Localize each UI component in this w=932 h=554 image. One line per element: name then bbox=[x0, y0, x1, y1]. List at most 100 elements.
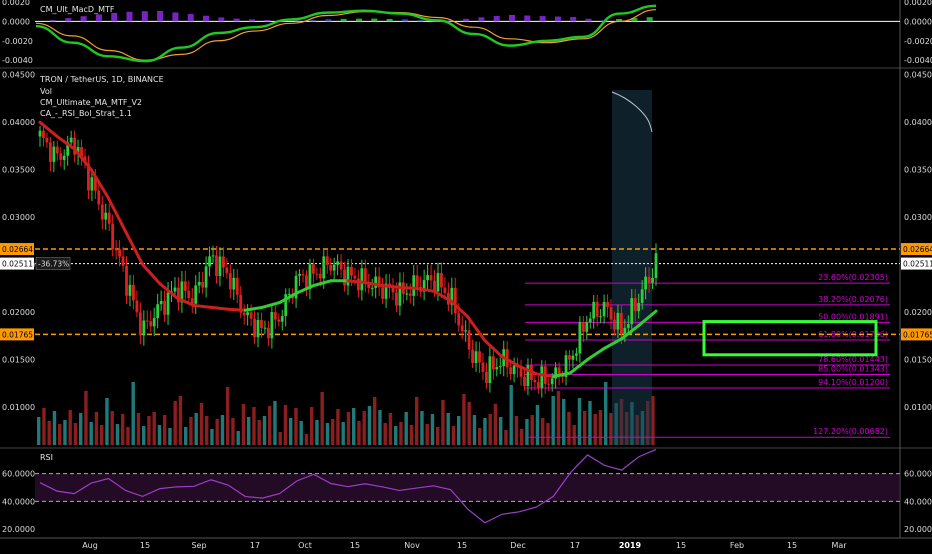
volume-bar bbox=[583, 411, 587, 445]
volume-bar bbox=[184, 427, 188, 445]
moving-average-segment bbox=[175, 296, 196, 307]
volume-bar bbox=[415, 397, 419, 445]
indicator-legend-item: CM_Ultimate_MA_MTF_V2 bbox=[40, 98, 142, 107]
macd-histogram-bar bbox=[157, 10, 164, 22]
volume-bar bbox=[115, 424, 120, 445]
candle-body bbox=[97, 190, 101, 205]
candle-body bbox=[509, 367, 513, 375]
macd-histogram-bar bbox=[463, 18, 470, 22]
candle-body bbox=[222, 256, 225, 268]
candle-body bbox=[256, 319, 260, 338]
candle-body bbox=[87, 163, 90, 191]
macd-histogram-bar bbox=[401, 19, 408, 22]
candle-body bbox=[246, 312, 250, 316]
candle-body bbox=[159, 301, 163, 305]
price-right-tick: 0.03500 bbox=[904, 166, 932, 175]
macd-left-tick: -0.0020 bbox=[2, 37, 33, 46]
macd-left-tick: 0.0000 bbox=[2, 17, 30, 26]
moving-average-segment bbox=[89, 168, 110, 200]
volume-bar bbox=[572, 425, 576, 445]
volume-bar bbox=[367, 406, 372, 445]
macd-histogram-bar bbox=[356, 18, 362, 22]
volume-bar bbox=[341, 422, 345, 445]
macd-histogram-bar bbox=[616, 19, 623, 22]
price-left-label: 0.02511 bbox=[2, 260, 33, 269]
moving-average-segment bbox=[38, 120, 59, 138]
candle-body bbox=[405, 293, 409, 295]
price-left-tick: 0.03000 bbox=[2, 213, 35, 222]
candle-body bbox=[100, 204, 104, 220]
volume-bar bbox=[289, 418, 293, 445]
change-label-bg bbox=[35, 257, 71, 270]
volume-bar bbox=[430, 414, 435, 445]
candle-body bbox=[360, 268, 364, 291]
volume-bar bbox=[294, 408, 298, 445]
price-right-tick: 0.01500 bbox=[904, 356, 932, 365]
macd-histogram-bar bbox=[325, 19, 332, 22]
time-axis-tick: Dec bbox=[510, 541, 525, 550]
macd-histogram-bar bbox=[65, 18, 72, 22]
price-left-label-bg bbox=[0, 328, 34, 341]
candle-body bbox=[329, 264, 333, 271]
moving-average-segment bbox=[380, 284, 401, 289]
candle-body bbox=[76, 147, 80, 155]
price-axis-label-bg bbox=[901, 243, 932, 256]
time-axis-tick: Nov bbox=[404, 541, 420, 550]
moving-average-segment bbox=[449, 299, 470, 319]
volume-bar bbox=[525, 419, 529, 445]
volume-bar bbox=[546, 423, 550, 445]
time-axis-tick: 15 bbox=[787, 541, 797, 550]
volume-bar bbox=[47, 421, 51, 445]
candle-body bbox=[536, 382, 540, 388]
projection-curve bbox=[611, 91, 653, 133]
macd-histogram-bar bbox=[554, 16, 561, 22]
candle-body bbox=[613, 319, 616, 330]
moving-average-segment bbox=[568, 358, 590, 375]
price-axis-label: 0.02664 bbox=[903, 245, 932, 254]
candle-body bbox=[471, 349, 474, 364]
volume-bar bbox=[551, 396, 555, 445]
candle-body bbox=[152, 318, 156, 327]
candle-body bbox=[308, 264, 312, 290]
candle-body bbox=[575, 353, 578, 356]
candle-body bbox=[353, 275, 357, 279]
macd-histogram-bar bbox=[172, 12, 179, 22]
volume-bar bbox=[462, 394, 466, 445]
moving-average-segment bbox=[260, 301, 282, 309]
macd-right-tick: 0.0020 bbox=[904, 0, 932, 7]
candle-body bbox=[52, 146, 56, 162]
time-axis-tick: Aug bbox=[82, 541, 98, 550]
candle-body bbox=[429, 275, 433, 281]
candle-body bbox=[311, 264, 315, 274]
time-axis-tick: 2019 bbox=[619, 541, 642, 550]
candle-body bbox=[239, 294, 243, 313]
candle-body bbox=[177, 287, 180, 303]
volume-bar bbox=[257, 420, 261, 445]
candle-body bbox=[263, 327, 267, 329]
candle-body bbox=[315, 273, 319, 275]
volume-bar bbox=[598, 410, 603, 445]
candle-body bbox=[481, 362, 485, 372]
macd-histogram-bar bbox=[248, 19, 255, 22]
price-right-tick: 0.02000 bbox=[904, 308, 932, 317]
candle-body bbox=[488, 356, 492, 383]
macd-right-tick: -0.0040 bbox=[904, 56, 932, 65]
candle-body bbox=[616, 312, 620, 330]
candle-body bbox=[80, 147, 83, 157]
moving-average-segment bbox=[72, 147, 93, 172]
demand-zone-box[interactable] bbox=[702, 320, 878, 357]
macd-histogram-bar bbox=[631, 18, 638, 22]
time-axis-tick: 17 bbox=[570, 541, 580, 550]
volume-bar bbox=[556, 391, 561, 445]
candle-body bbox=[398, 282, 402, 306]
candle-body bbox=[253, 318, 256, 338]
candle-body bbox=[273, 312, 277, 320]
fib-level-label: 23.60%(0.02305) bbox=[818, 273, 888, 282]
candle-body bbox=[322, 256, 326, 279]
time-axis-tick: Mar bbox=[831, 541, 847, 550]
candle-body bbox=[588, 318, 592, 323]
candle-body bbox=[305, 275, 308, 290]
moving-average-segment bbox=[466, 315, 487, 343]
candle-body bbox=[637, 302, 641, 312]
